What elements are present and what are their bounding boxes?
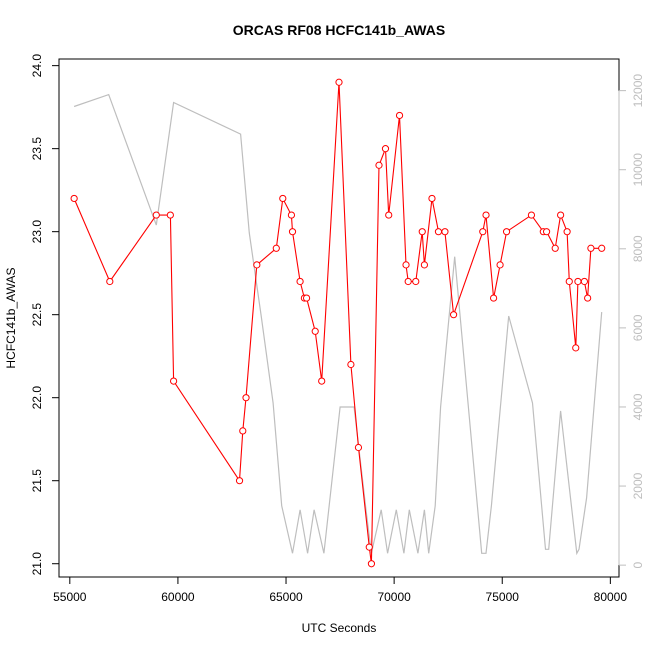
y2-tick-label: 0 — [631, 561, 645, 568]
y-tick-label: 22.5 — [30, 303, 44, 327]
data-point — [70, 194, 78, 203]
data-point — [235, 477, 244, 485]
data-point — [253, 261, 261, 269]
x-tick-label: 80000 — [594, 590, 628, 604]
altitude-line — [73, 93, 603, 556]
axes: 55000 60000 65000 70000 75000 8000021.021.522… — [30, 54, 645, 604]
data-point — [367, 560, 376, 568]
x-tick-label: 75000 — [486, 590, 520, 604]
data-point — [169, 377, 178, 385]
data-point — [434, 228, 443, 236]
y2-tick-label: 8000 — [631, 235, 645, 262]
y-tick-label: 23.5 — [30, 137, 44, 161]
data-point — [574, 277, 582, 286]
data-point — [318, 377, 326, 385]
y-tick-label: 21.0 — [30, 552, 44, 576]
y2-tick-label: 10000 — [631, 153, 645, 187]
data-point — [375, 161, 383, 169]
data-point — [385, 211, 393, 219]
data-point — [584, 294, 592, 302]
y2-tick-label: 4000 — [631, 393, 645, 420]
data-point — [496, 261, 504, 269]
series-line — [73, 82, 602, 564]
x-tick-label: 55000 — [53, 590, 87, 604]
y-tick-label: 23.0 — [30, 220, 44, 244]
y2-tick-label: 12000 — [631, 74, 645, 108]
x-tick-label: 60000 — [161, 590, 195, 604]
data-point — [598, 244, 606, 252]
data-point — [302, 294, 311, 302]
data-point — [557, 211, 565, 219]
x-axis-label: UTC Seconds — [302, 621, 377, 635]
data-point — [347, 360, 355, 369]
data-point — [381, 145, 390, 153]
y2-tick-label: 6000 — [631, 314, 645, 341]
data-point — [272, 244, 280, 252]
data-point — [412, 277, 420, 286]
data-point — [152, 211, 160, 219]
data-point — [551, 244, 559, 252]
data-point — [242, 394, 250, 402]
data-point — [311, 327, 319, 335]
data-point — [587, 244, 595, 252]
data-point — [563, 228, 571, 236]
data-point — [287, 211, 296, 219]
data-point — [395, 111, 404, 120]
data-point — [428, 194, 436, 203]
data-point — [365, 543, 373, 551]
data-point — [441, 228, 449, 236]
data-point — [565, 277, 573, 286]
y-tick-label: 21.5 — [30, 469, 44, 493]
altitude-layer — [73, 93, 603, 556]
y-axis-label: HCFC141b_AWAS — [4, 267, 18, 368]
data-point — [449, 311, 458, 319]
data-point — [404, 277, 412, 286]
y-tick-label: 24.0 — [30, 54, 44, 78]
data-point — [479, 228, 487, 236]
data-point — [288, 228, 297, 236]
data-point — [527, 211, 536, 219]
data-point — [354, 443, 363, 452]
data-point — [580, 277, 589, 286]
data-point — [482, 211, 490, 219]
data-point — [335, 78, 343, 86]
data-point — [296, 277, 304, 286]
data-point — [418, 228, 426, 236]
data-point — [420, 261, 429, 269]
y2-tick-label: 2000 — [631, 472, 645, 499]
data-point — [279, 194, 287, 203]
data-point — [572, 344, 580, 352]
x-tick-label: 70000 — [377, 590, 411, 604]
series-layer — [70, 78, 606, 568]
y-tick-label: 22.0 — [30, 386, 44, 410]
x-tick-label: 65000 — [269, 590, 303, 604]
data-point — [106, 277, 114, 286]
chart-title: ORCAS RF08 HCFC141b_AWAS — [233, 22, 445, 38]
data-point — [239, 427, 247, 435]
data-point — [502, 228, 511, 236]
data-point — [542, 228, 551, 236]
plot-box — [58, 58, 620, 578]
data-point — [402, 261, 410, 269]
data-point — [166, 211, 174, 219]
data-point — [489, 294, 498, 302]
